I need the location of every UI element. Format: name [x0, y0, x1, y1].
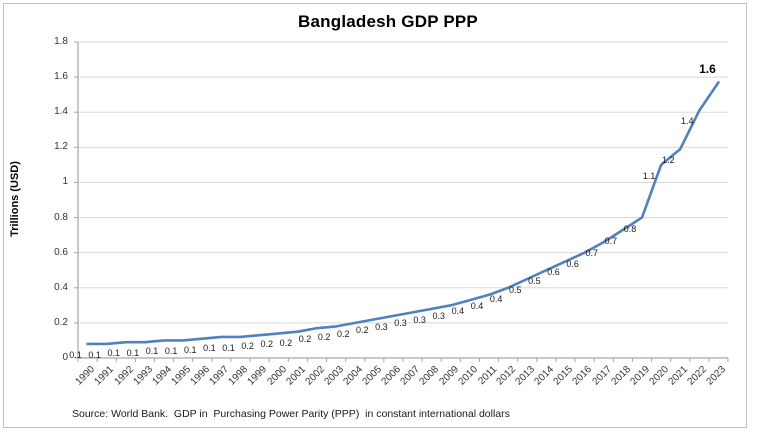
data-point-label: 1.4	[681, 116, 694, 127]
data-point-label: 0.6	[566, 258, 579, 269]
data-point-label: 0.1	[69, 349, 82, 360]
y-axis-tick-label: 1.8	[54, 36, 68, 47]
y-axis-tick-label: 0	[62, 352, 68, 363]
data-point-label: 0.5	[508, 285, 522, 295]
y-axis-tick-label: 0.2	[54, 316, 68, 328]
gdp-line-series	[86, 81, 720, 346]
y-axis-tick-label: 1.4	[54, 106, 68, 118]
chart-title: Bangladesh GDP PPP	[298, 12, 478, 31]
data-point-label: 0.1	[88, 349, 101, 360]
data-point-label: 0.1	[164, 346, 178, 357]
data-point-label: 0.4	[451, 306, 465, 317]
data-point-label: 0.2	[260, 339, 273, 350]
y-axis-tick-label: 1.2	[54, 141, 68, 153]
data-point-label: 0.3	[413, 314, 426, 325]
data-point-label: 0.1	[183, 344, 197, 355]
data-point-label: 0.2	[241, 341, 254, 352]
chart-frame: Bangladesh GDP PPP Trillions (USD)	[3, 3, 747, 428]
data-point-label: 1.1	[642, 170, 656, 181]
y-axis-tick-label: 0.4	[54, 281, 68, 293]
data-point-label: 0.6	[547, 267, 560, 278]
data-point-label: 0.3	[375, 321, 388, 332]
source-note: Source: World Bank. GDP in Purchasing Po…	[72, 408, 510, 420]
data-point-label: 1.6	[699, 62, 716, 77]
y-axis-tick-label: 1	[62, 176, 68, 188]
data-point-label: 0.8	[623, 223, 637, 234]
data-point-label: 0.7	[604, 235, 618, 246]
data-point-label: 0.2	[317, 332, 331, 343]
data-point-label: 0.3	[432, 311, 446, 322]
data-point-label: 0.5	[528, 276, 541, 287]
data-point-label: 0.4	[489, 293, 503, 304]
data-point-label: 0.4	[470, 300, 484, 311]
data-point-label: 0.1	[126, 348, 140, 359]
data-point-label: 0.1	[203, 342, 216, 353]
data-point-label: 0.1	[107, 348, 121, 359]
data-point-label: 0.3	[394, 318, 407, 329]
data-point-label: 1.2	[661, 155, 675, 166]
data-point-label: 0.2	[298, 334, 312, 345]
data-point-label: 0.1	[222, 342, 235, 353]
data-point-label: 0.2	[356, 325, 369, 336]
y-axis-tick-label: 0.6	[54, 246, 68, 258]
data-point-label: 0.1	[145, 346, 159, 357]
y-axis-tick-label: 1.6	[54, 71, 68, 83]
data-point-label: 0.7	[585, 248, 598, 259]
data-point-label: 0.2	[336, 328, 350, 339]
y-axis-tick-label: 0.8	[54, 211, 68, 223]
data-point-label: 0.2	[279, 337, 293, 348]
